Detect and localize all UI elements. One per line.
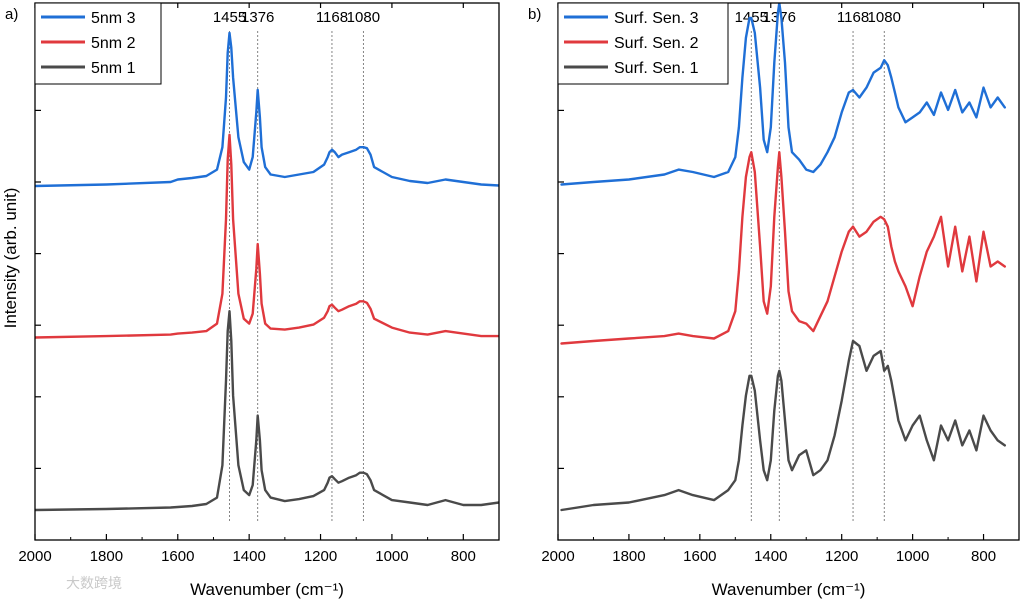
x-tick-label-2000: 2000 [541,548,574,565]
x-tick-label-1600: 1600 [161,548,194,565]
plot-frame [34,2,500,541]
series-line-surf-sen-1 [560,339,1006,512]
x-axis-title: Wavenumber (cm⁻¹) [190,580,344,599]
peak-label-1080: 1080 [868,9,901,26]
peak-label-1080: 1080 [347,9,380,26]
x-tick-label-800: 800 [451,548,476,565]
legend-label: Surf. Sen. 3 [614,10,699,27]
x-tick-label-1400: 1400 [232,548,265,565]
peak-label-1168: 1168 [316,9,348,26]
series-line-5nm-2 [35,133,499,339]
x-tick-label-1800: 1800 [90,548,123,565]
x-tick-label-1400: 1400 [754,548,787,565]
x-tick-label-2000: 2000 [18,548,51,565]
x-tick-label-1000: 1000 [375,548,408,565]
peak-label-1455: 1455 [213,9,246,26]
y-axis-title: Intensity (arb. unit) [1,188,20,329]
plot-frame [557,2,1020,541]
x-tick-label-1800: 1800 [612,548,645,565]
x-tick-label-1600: 1600 [683,548,716,565]
legend-label: 5nm 2 [91,35,136,52]
series-line-surf-sen-3 [560,3,1006,186]
series-line-5nm-3 [35,31,499,188]
peak-label-1376: 1376 [763,9,796,26]
series-line-5nm-1 [35,310,499,512]
peak-label-1168: 1168 [837,9,869,26]
peak-label-1376: 1376 [241,9,274,26]
legend-label: Surf. Sen. 2 [614,35,699,52]
x-tick-label-1200: 1200 [825,548,858,565]
legend-label: 5nm 1 [91,60,136,77]
legend-label: Surf. Sen. 1 [614,60,699,77]
panel-label: b) [528,6,541,23]
x-tick-label-1200: 1200 [304,548,337,565]
legend-label: 5nm 3 [91,10,136,27]
series-line-surf-sen-2 [560,150,1006,345]
panel-label: a) [5,6,18,23]
x-tick-label-1000: 1000 [896,548,929,565]
watermark: 大数跨境 [66,576,122,592]
x-axis-title: Wavenumber (cm⁻¹) [712,580,866,599]
x-tick-label-800: 800 [971,548,996,565]
